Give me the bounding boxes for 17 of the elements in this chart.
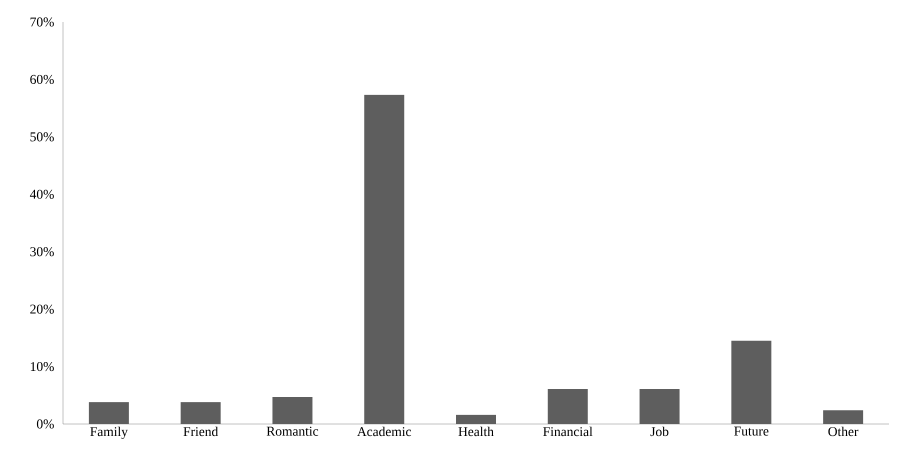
y-tick-label: 50% xyxy=(30,132,54,142)
x-tick-label: Health xyxy=(458,426,494,436)
x-tick-label: Friend xyxy=(184,426,218,436)
x-tick-label: Romantic xyxy=(266,426,318,436)
x-tick-label: Job xyxy=(650,426,668,436)
y-tick-label: 10% xyxy=(30,362,54,372)
x-tick-label: Family xyxy=(90,426,128,439)
y-tick-label: 70% xyxy=(30,17,54,27)
y-tick-label: 40% xyxy=(30,190,54,199)
y-tick-label: 60% xyxy=(30,74,54,84)
y-tick-label: 20% xyxy=(30,304,54,314)
x-tick-label: Academic xyxy=(357,426,412,436)
y-tick-label: 0% xyxy=(36,419,54,429)
y-tick-label: 30% xyxy=(30,247,54,256)
x-tick-label: Other xyxy=(828,426,858,436)
x-tick-label: Future xyxy=(734,426,768,436)
x-tick-label: Financial xyxy=(543,426,593,436)
